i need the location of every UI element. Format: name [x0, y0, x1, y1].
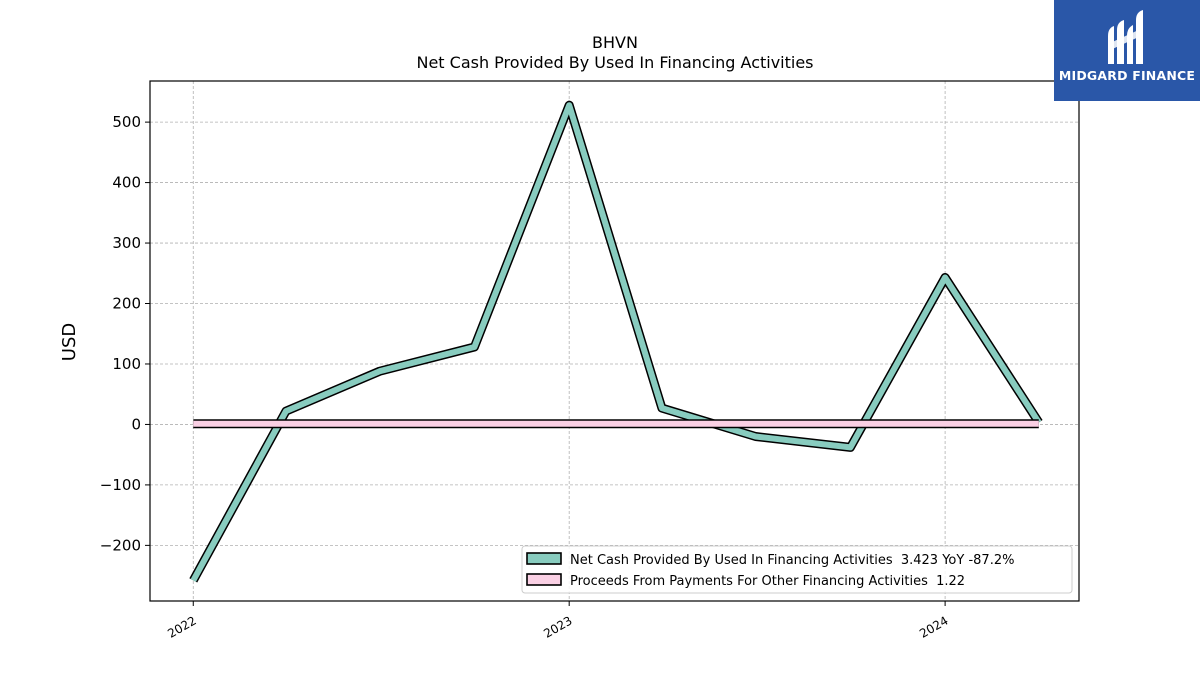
y-tick-label: 300: [112, 234, 141, 252]
midgard-logo-icon: [1108, 10, 1143, 64]
y-axis-label: USD: [59, 323, 80, 361]
legend-label-proceeds: Proceeds From Payments For Other Financi…: [570, 574, 965, 589]
y-tick-label: 0: [131, 415, 141, 433]
legend-label-net-cash: Net Cash Provided By Used In Financing A…: [570, 553, 1014, 568]
series-line-net-cash: [190, 102, 1042, 582]
legend-swatch-proceeds: [526, 573, 562, 586]
brand-name: MIDGARD FINANCE: [1058, 68, 1196, 83]
x-tick-label: 2024: [917, 613, 950, 640]
plot-frame: [149, 80, 1080, 602]
y-tick-label: 200: [112, 295, 141, 313]
y-tick-label: −200: [100, 536, 141, 554]
y-tick-label: 400: [112, 174, 141, 192]
y-tick-label: 100: [112, 355, 141, 373]
legend: Net Cash Provided By Used In Financing A…: [521, 545, 1073, 594]
y-tick-label: −100: [100, 476, 141, 494]
x-tick-label: 2023: [541, 613, 574, 640]
legend-box: [521, 545, 1073, 594]
legend-swatch-net-cash: [526, 552, 562, 565]
y-tick-label: 500: [112, 113, 141, 131]
x-tick-label: 2022: [165, 613, 198, 640]
series-lines: [189, 100, 1043, 583]
brand-logo: MIDGARD FINANCE: [1054, 0, 1200, 101]
chart-title: BHVN: [592, 33, 638, 52]
chart-subtitle: Net Cash Provided By Used In Financing A…: [416, 53, 813, 72]
grid: [150, 81, 1079, 601]
